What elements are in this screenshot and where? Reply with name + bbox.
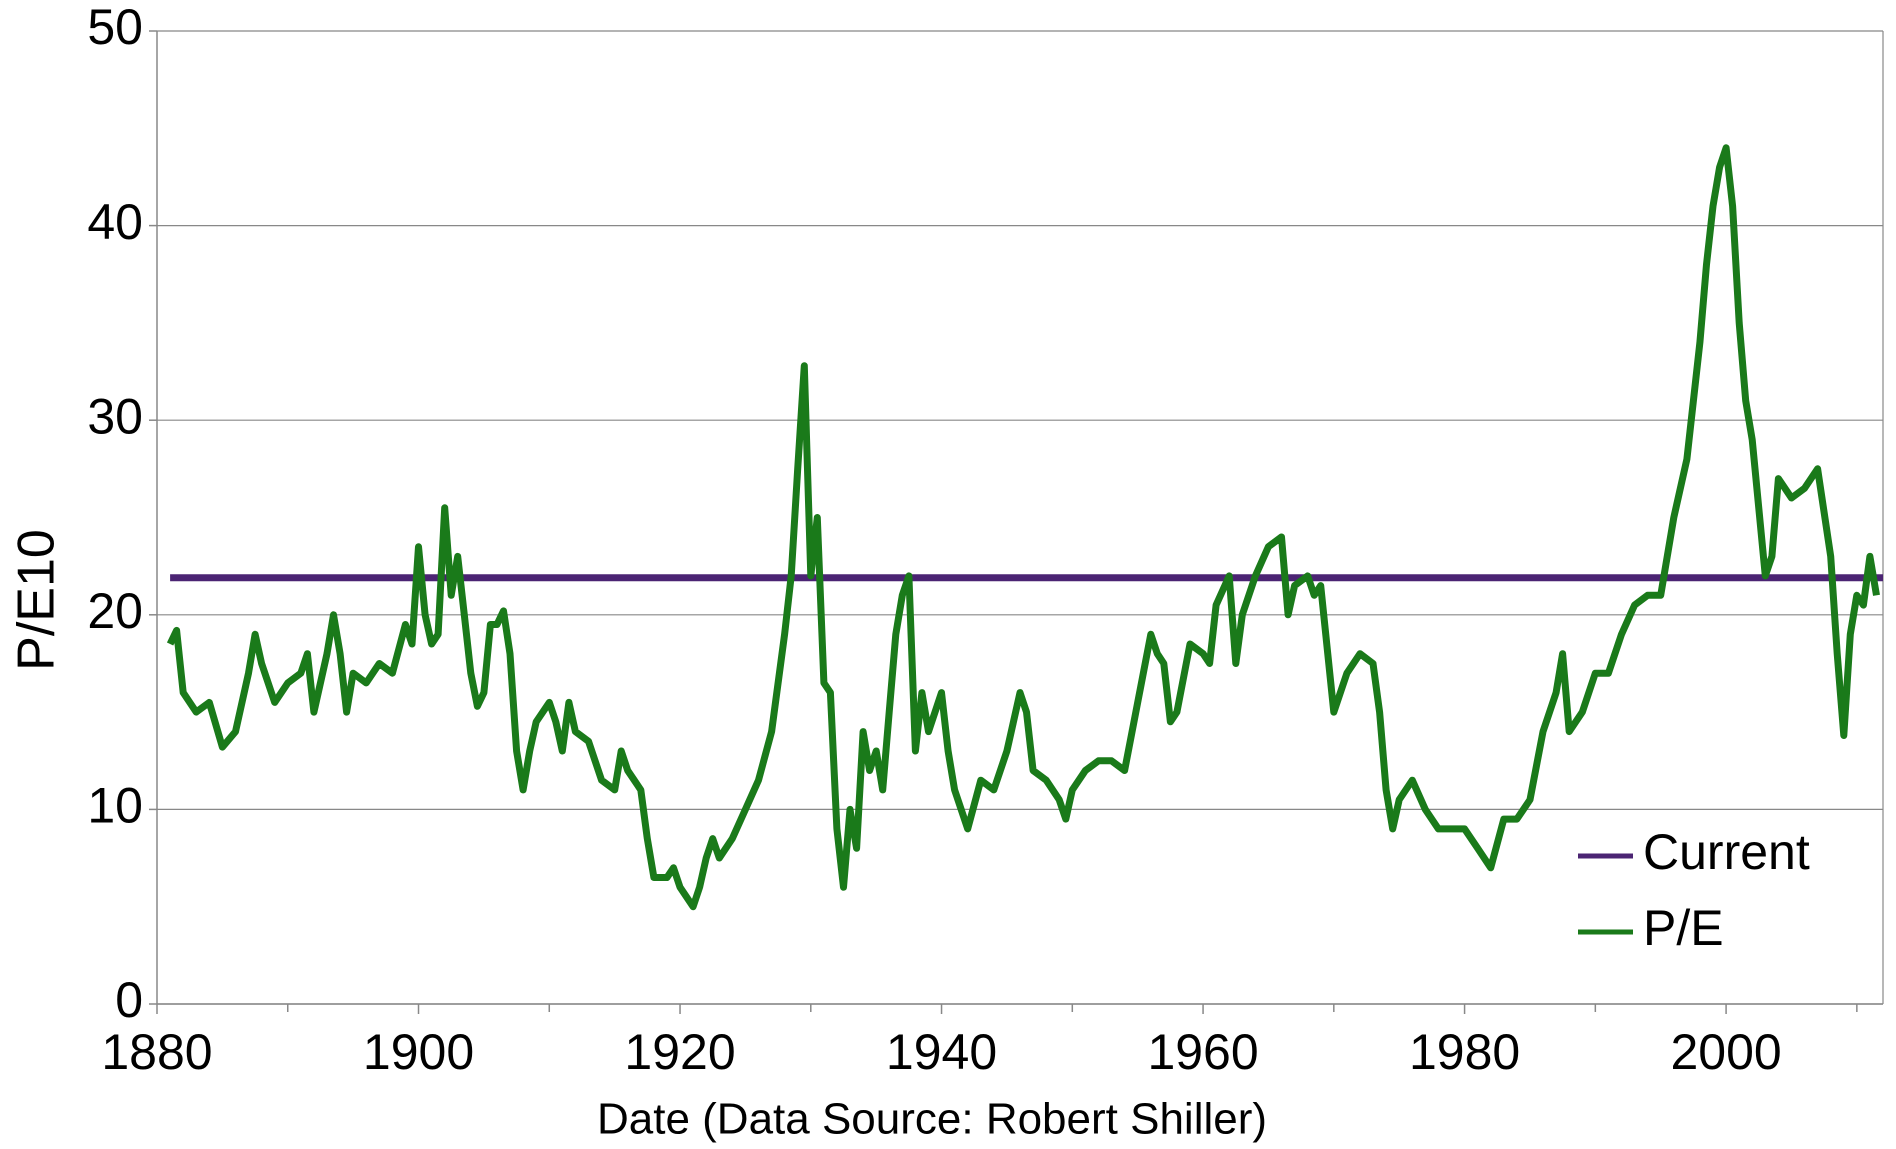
x-tick-label: 1920: [624, 1024, 735, 1080]
x-tick-label: 2000: [1670, 1024, 1781, 1080]
legend-label: P/E: [1643, 900, 1724, 956]
x-axis-title: Date (Data Source: Robert Shiller): [597, 1095, 1267, 1144]
line-series: [166, 144, 1880, 911]
y-tick-label: 20: [87, 583, 143, 639]
y-tick-label: 40: [87, 194, 143, 250]
x-tick-label: 1900: [363, 1024, 474, 1080]
x-tick-label: 1960: [1147, 1024, 1258, 1080]
y-tick-label: 10: [87, 778, 143, 834]
y-tick-label: 30: [87, 388, 143, 444]
y-axis-title: P/E10: [8, 529, 66, 671]
y-tick-label: 50: [87, 0, 143, 55]
legend-label: Current: [1643, 824, 1810, 880]
x-tick-label: 1980: [1409, 1024, 1520, 1080]
y-tick-label: 0: [115, 972, 143, 1028]
x-tick-label: 1880: [101, 1024, 212, 1080]
x-tick-label: 1940: [886, 1024, 997, 1080]
